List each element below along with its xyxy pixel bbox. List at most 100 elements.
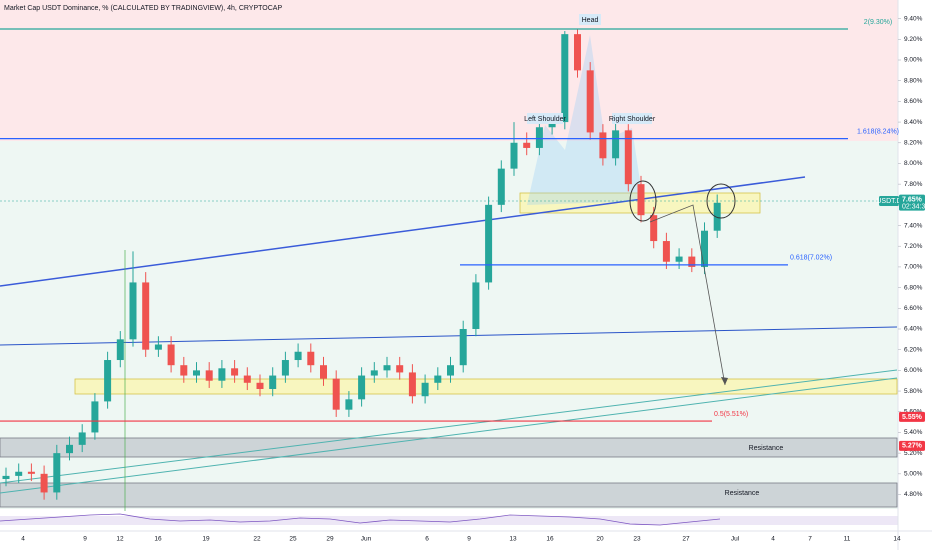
symbol-tag (879, 196, 899, 206)
x-tick-label: 9 (83, 536, 87, 543)
candle-body (624, 130, 632, 185)
candle-body (2, 475, 10, 479)
x-tick-label: 16 (546, 536, 554, 543)
resistance-zone (0, 482, 898, 508)
x-tick-label: 6 (425, 536, 429, 543)
candle-body (104, 360, 112, 402)
fib-label: 0.618(7.02%) (790, 255, 832, 262)
candle-body (358, 375, 366, 400)
x-tick-label: 16 (154, 536, 162, 543)
x-tick-label: 9 (467, 536, 471, 543)
y-tick-label: 9.20% (904, 36, 923, 43)
resistance-zone (0, 437, 898, 458)
candle-body (650, 215, 658, 242)
candle-body (485, 204, 493, 283)
candle-body (675, 256, 683, 262)
candle-body (472, 282, 480, 329)
y-tick-label: 6.20% (904, 346, 923, 353)
candle-body (535, 127, 543, 148)
candle-body (193, 370, 200, 376)
x-tick-label: 22 (253, 536, 261, 543)
channel-line (0, 369, 898, 484)
price-tag (899, 440, 925, 451)
y-tick-label: 8.20% (904, 139, 923, 146)
price-tag (899, 411, 925, 422)
candle-body (320, 365, 327, 379)
x-tick-label: 14 (893, 536, 901, 543)
candle-body (281, 360, 289, 376)
y-tick-label: 4.80% (904, 491, 923, 498)
candle-body (459, 328, 467, 366)
fib-label: 2(9.30%) (864, 19, 892, 26)
y-tick-label: 7.00% (904, 264, 923, 271)
candle-body (688, 256, 696, 267)
x-tick-label: 29 (326, 536, 334, 543)
price-tag-label: 5.27% (902, 443, 923, 450)
candle-body (180, 365, 188, 376)
trend-line (0, 326, 898, 346)
symbol-label: USDT.D (876, 198, 901, 205)
y-tick-label: 8.00% (904, 160, 923, 167)
candle-body (383, 365, 391, 371)
y-tick-label: 6.40% (904, 326, 923, 333)
label-box (612, 113, 652, 124)
y-tick-label: 9.40% (904, 15, 923, 22)
y-tick-label: 8.80% (904, 77, 923, 84)
candle-body (205, 370, 213, 381)
x-tick-label: 4 (21, 536, 25, 543)
trend-line (0, 176, 806, 287)
candle-body (434, 375, 442, 383)
candle-body (523, 142, 531, 148)
candle-body (662, 241, 670, 262)
x-tick-label: Jul (731, 536, 740, 543)
candle-body (256, 382, 264, 389)
y-tick-label: 6.60% (904, 305, 923, 312)
label-box (579, 14, 601, 25)
x-tick-label: 20 (596, 536, 604, 543)
annotation: Head (582, 17, 599, 24)
candle-body (599, 132, 607, 159)
candle-body (167, 344, 175, 366)
y-tick-label: 7.80% (904, 181, 923, 188)
annotation: Right Shoulder (609, 116, 656, 123)
projection-path (649, 204, 726, 386)
highlight-circle (629, 180, 657, 222)
candle-body (269, 375, 277, 389)
candle-body (154, 344, 162, 350)
x-tick-label: 23 (633, 536, 641, 543)
support-zone (74, 378, 898, 395)
candle-body (497, 168, 505, 205)
annotation: Resistance (725, 490, 760, 497)
candle-body (40, 473, 48, 493)
highlight-circle (706, 183, 736, 219)
candle-body (447, 365, 454, 376)
x-tick-label: 11 (844, 536, 851, 543)
x-tick-label: 27 (682, 536, 690, 543)
candle-body (294, 351, 302, 361)
y-tick-label: 7.40% (904, 222, 923, 229)
candle-body (701, 230, 708, 267)
candle-body (91, 401, 99, 433)
annotation: Resistance (749, 445, 784, 452)
chart-title: Market Cap USDT Dominance, % (CALCULATED… (4, 5, 282, 12)
fib-label: 0.5(5.51%) (714, 411, 748, 418)
y-tick-label: 6.80% (904, 284, 923, 291)
candle-body (345, 399, 353, 410)
y-tick-label: 5.80% (904, 388, 923, 395)
candle-body (396, 365, 404, 373)
candle-body (637, 184, 645, 216)
fib-label: 1.618(8.24%) (857, 128, 899, 135)
timer-label: 02:34:32 (902, 204, 929, 211)
candle-body (510, 142, 518, 169)
candle-body (612, 130, 620, 159)
pattern-shading (527, 35, 643, 205)
bg-zone-upper (0, 0, 898, 141)
y-tick-label: 5.00% (904, 471, 923, 478)
candles (2, 28, 721, 500)
annotation: Left Shoulder (524, 116, 566, 123)
candle-body (574, 34, 581, 71)
candle-body (548, 122, 556, 128)
candle-body (142, 282, 150, 350)
candle-body (332, 378, 340, 410)
